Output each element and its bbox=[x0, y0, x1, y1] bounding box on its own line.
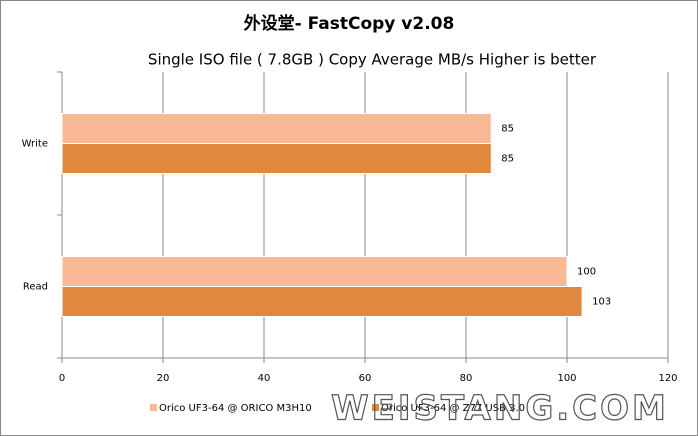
watermark: WEISTANG.COM bbox=[331, 389, 669, 429]
x-tick-label: 40 bbox=[258, 373, 271, 384]
chart-title: 外设堂- FastCopy v2.08 bbox=[244, 13, 455, 34]
bar bbox=[61, 143, 492, 174]
bar bbox=[61, 286, 583, 317]
legend-label: Orico UF3-64 @ ORICO M3H10 bbox=[159, 403, 312, 414]
x-tick-label: 120 bbox=[658, 373, 677, 384]
legend-label: Orico UF3-64 @ Z77 USB 3.0 bbox=[381, 403, 525, 414]
y-tick-label: Read bbox=[23, 282, 48, 293]
x-tick-label: 0 bbox=[59, 373, 65, 384]
bar bbox=[61, 113, 492, 144]
x-tick-label: 20 bbox=[157, 373, 170, 384]
x-tick-label: 100 bbox=[557, 373, 576, 384]
data-label: 103 bbox=[592, 297, 611, 308]
x-tick-label: 60 bbox=[359, 373, 372, 384]
legend-swatch bbox=[372, 404, 379, 411]
chart-subtitle: Single ISO file ( 7.8GB ) Copy Average M… bbox=[148, 51, 597, 69]
bar bbox=[61, 256, 568, 287]
y-tick-label: Write bbox=[22, 139, 48, 150]
data-label: 85 bbox=[501, 124, 514, 135]
x-tick-label: 80 bbox=[460, 373, 473, 384]
legend-swatch bbox=[150, 404, 157, 411]
data-label: 100 bbox=[577, 267, 596, 278]
data-label: 85 bbox=[501, 154, 514, 165]
